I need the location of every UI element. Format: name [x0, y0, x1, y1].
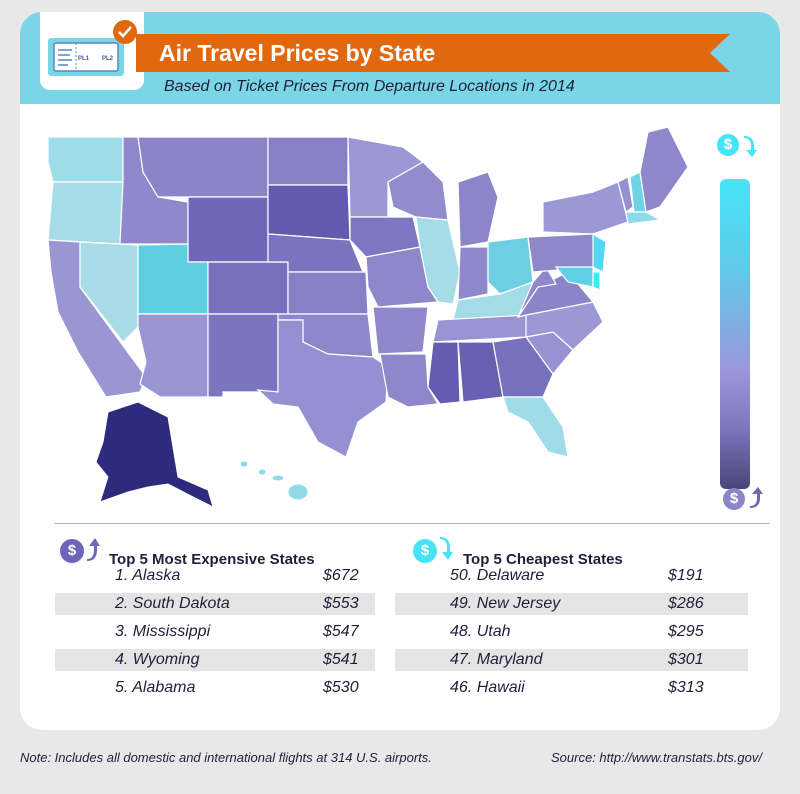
arrow-down-icon [440, 537, 453, 560]
state-pennsylvania [527, 233, 597, 273]
state-montana [137, 136, 269, 198]
state-delaware [592, 271, 601, 291]
state-kansas [287, 271, 369, 315]
svg-text:PL2: PL2 [102, 56, 114, 62]
state-colorado [207, 261, 289, 315]
dollar-up-icon: $ [723, 488, 745, 510]
arrow-up-icon [87, 538, 100, 561]
cheapest-row: 50. Delaware $191 [450, 567, 704, 584]
state-michigan [457, 171, 499, 248]
dollar-down-icon: $ [413, 539, 437, 563]
state-illinois [415, 216, 461, 305]
state-new-mexico [207, 313, 279, 398]
state-indiana [457, 246, 489, 301]
state-arizona [137, 313, 209, 398]
state-massachusetts [625, 211, 662, 225]
state-wyoming [187, 196, 269, 263]
state-louisiana [379, 353, 439, 408]
state-georgia [492, 336, 554, 398]
state-new-york [542, 181, 629, 235]
expensive-row: 2. South Dakota $553 [55, 593, 375, 615]
state-maine [639, 126, 688, 213]
footer-note: Note: Includes all domestic and internat… [20, 750, 432, 765]
state-tennessee [432, 314, 529, 343]
state-mississippi [427, 341, 461, 405]
cheapest-row: 49. New Jersey $286 [395, 593, 748, 615]
cheapest-row: 47. Maryland $301 [395, 649, 748, 671]
expensive-row: 5. Alabama $530 [115, 679, 359, 696]
state-maryland [554, 266, 594, 288]
state-alaska [95, 401, 214, 508]
state-hawaii [287, 483, 309, 501]
title-banner [136, 34, 730, 72]
state-texas [256, 319, 389, 458]
divider [54, 523, 770, 524]
state-south-dakota [267, 184, 351, 241]
dollar-up-icon: $ [60, 539, 84, 563]
state-florida [502, 396, 569, 458]
boarding-pass-icon-box: PL1 PL2 [40, 12, 144, 90]
us-price-map [48, 126, 688, 508]
state-north-dakota [267, 136, 349, 186]
infographic-card: PL1 PL2 Air Travel Prices by State Based… [20, 12, 780, 730]
price-legend-bar [720, 179, 750, 489]
expensive-row: 3. Mississippi $547 [115, 623, 359, 640]
header: PL1 PL2 Air Travel Prices by State Based… [20, 12, 780, 104]
cheapest-row: 46. Hawaii $313 [450, 679, 704, 696]
state-washington [48, 136, 124, 183]
state-arkansas [372, 306, 429, 355]
state-new-jersey [592, 232, 607, 273]
cheapest-row: 48. Utah $295 [450, 623, 704, 640]
state-oregon [48, 181, 124, 245]
page-title: Air Travel Prices by State [159, 40, 436, 66]
page-subtitle: Based on Ticket Prices From Departure Lo… [164, 78, 575, 95]
dollar-down-icon: $ [717, 134, 739, 156]
arrow-down-icon [744, 136, 757, 157]
footer-source: Source: http://www.transtats.bts.gov/ [551, 750, 762, 765]
cheapest-title: Top 5 Cheapest States [463, 551, 623, 568]
expensive-title: Top 5 Most Expensive States [109, 551, 315, 568]
expensive-row: 1. Alaska $672 [115, 567, 359, 584]
boarding-pass-icon: PL1 PL2 [48, 20, 137, 76]
svg-text:PL1: PL1 [78, 56, 90, 62]
expensive-row: 4. Wyoming $541 [55, 649, 375, 671]
state-west-virginia [517, 265, 557, 318]
arrow-up-icon [750, 487, 763, 508]
